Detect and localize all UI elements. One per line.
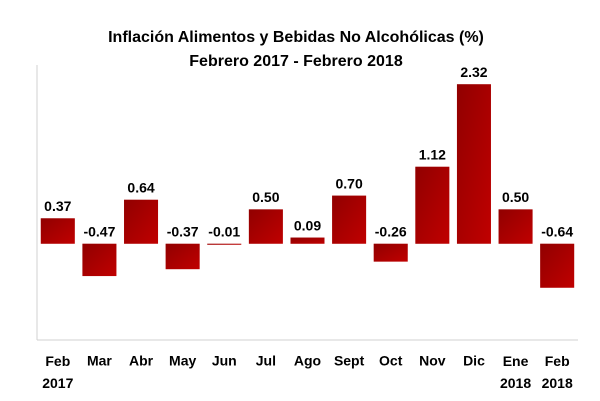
bar-group — [40, 218, 75, 244]
bar — [165, 243, 200, 270]
chart-subtitle: Febrero 2017 - Febrero 2018 — [189, 53, 403, 70]
bar-group — [373, 243, 408, 262]
bar-group — [290, 237, 325, 244]
data-label: 0.70 — [335, 175, 362, 191]
bar — [456, 84, 491, 244]
bar — [207, 243, 242, 245]
bar-group — [498, 209, 533, 244]
x-tick-label: Sept — [334, 353, 365, 369]
bar — [498, 209, 533, 244]
x-tick-label-line: 2017 — [42, 375, 73, 391]
bar-group — [248, 209, 283, 244]
bar-group — [82, 243, 117, 277]
bar — [124, 199, 159, 244]
data-label: 1.12 — [419, 146, 446, 162]
x-tick-label: Feb 2018 — [542, 353, 573, 391]
data-label: -0.01 — [208, 223, 240, 239]
x-tick-label-line: Feb — [545, 353, 570, 369]
bar — [332, 195, 367, 244]
chart-title: Inflación Alimentos y Bebidas No Alcohól… — [108, 29, 484, 46]
data-label: -0.37 — [167, 223, 199, 239]
bar — [373, 243, 408, 262]
x-tick-label-line: 2018 — [500, 375, 531, 391]
data-label: -0.64 — [541, 223, 573, 239]
x-tick-label: Feb 2017 — [42, 353, 73, 391]
bar — [248, 209, 283, 244]
x-tick-label: Jul — [256, 353, 276, 369]
x-tick-label: Mar — [87, 353, 112, 369]
data-label: 0.09 — [294, 217, 321, 233]
x-tick-label-line: Ene — [503, 353, 529, 369]
bar-group — [332, 195, 367, 244]
x-tick-label: Abr — [129, 353, 154, 369]
x-tick-label: Nov — [419, 353, 446, 369]
bar — [290, 237, 325, 244]
x-tick-label-line: 2018 — [542, 375, 573, 391]
data-label: -0.26 — [375, 223, 407, 239]
x-tick-label: May — [169, 353, 196, 369]
x-tick-label: Oct — [379, 353, 403, 369]
data-label: 0.50 — [502, 189, 529, 205]
data-label: 0.37 — [44, 198, 71, 214]
data-label: 2.32 — [460, 64, 487, 80]
x-tick-label: Dic — [463, 353, 485, 369]
bar-group — [540, 243, 575, 288]
data-label: -0.47 — [83, 223, 115, 239]
x-tick-label: Ene 2018 — [500, 353, 531, 391]
x-tick-label: Jun — [212, 353, 237, 369]
bar — [40, 218, 75, 244]
data-label: 0.64 — [127, 179, 154, 195]
data-label: 0.50 — [252, 189, 279, 205]
bar — [82, 243, 117, 277]
bar — [540, 243, 575, 288]
bar-group — [165, 243, 200, 270]
bar-group — [207, 243, 242, 245]
bar-group — [415, 166, 450, 244]
x-tick-label: Ago — [294, 353, 321, 369]
bar-group — [456, 84, 491, 244]
x-tick-label-line: Feb — [45, 353, 70, 369]
bar — [415, 166, 450, 244]
bar-group — [124, 199, 159, 244]
